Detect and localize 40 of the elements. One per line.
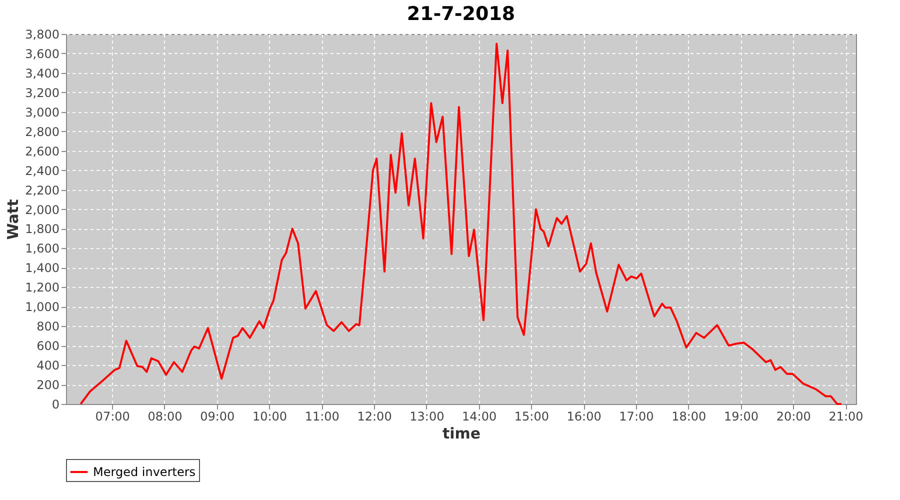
y-tick-label: 1,800 <box>25 222 60 236</box>
y-tick-label: 2,600 <box>25 144 60 158</box>
y-tick-label: 200 <box>36 378 60 392</box>
chart-title: 21-7-2018 <box>406 3 516 25</box>
y-tick-label: 3,200 <box>25 86 60 100</box>
legend-label: Merged inverters <box>93 465 196 479</box>
y-tick-label: 1,000 <box>25 300 60 314</box>
y-tick-label: 2,800 <box>25 124 60 139</box>
x-tick-label: 13:00 <box>410 410 444 424</box>
x-tick-label: 18:00 <box>672 410 706 424</box>
y-tick-label: 2,400 <box>25 164 60 178</box>
x-axis-title: time <box>442 424 481 442</box>
x-tick-label: 08:00 <box>148 410 182 424</box>
x-tick-label: 09:00 <box>200 410 235 424</box>
y-tick-label: 0 <box>52 398 60 412</box>
x-tick-label: 16:00 <box>566 410 602 424</box>
x-tick-label: 12:00 <box>357 410 392 424</box>
x-tick-label: 14:00 <box>462 410 497 424</box>
line-series <box>80 42 842 405</box>
x-tick-label: 20:00 <box>776 410 811 424</box>
x-tick-label: 17:00 <box>619 410 654 424</box>
x-tick-label: 19:00 <box>724 410 759 424</box>
y-tick-label: 1,600 <box>25 242 60 256</box>
y-tick-label: 2,200 <box>25 183 60 198</box>
x-tick-label: 15:00 <box>514 410 549 424</box>
y-tick-label: 400 <box>36 358 60 373</box>
x-tick-label: 11:00 <box>304 410 340 424</box>
y-tick-label: 1,400 <box>25 261 60 276</box>
y-tick-label: 2,000 <box>25 202 60 217</box>
x-tick-label: 07:00 <box>95 410 130 424</box>
y-tick-label: 3,600 <box>25 46 60 61</box>
y-tick-label: 3,000 <box>25 105 60 120</box>
y-tick-label: 3,400 <box>25 66 60 80</box>
y-tick-label: 3,800 <box>25 28 60 42</box>
y-tick-label: 1,200 <box>25 280 60 295</box>
x-tick-label: 10:00 <box>252 410 288 424</box>
y-axis-title: Watt <box>4 199 22 240</box>
y-tick-label: 800 <box>36 320 60 334</box>
x-tick-label: 21:00 <box>828 410 864 424</box>
y-tick-label: 600 <box>36 339 60 354</box>
